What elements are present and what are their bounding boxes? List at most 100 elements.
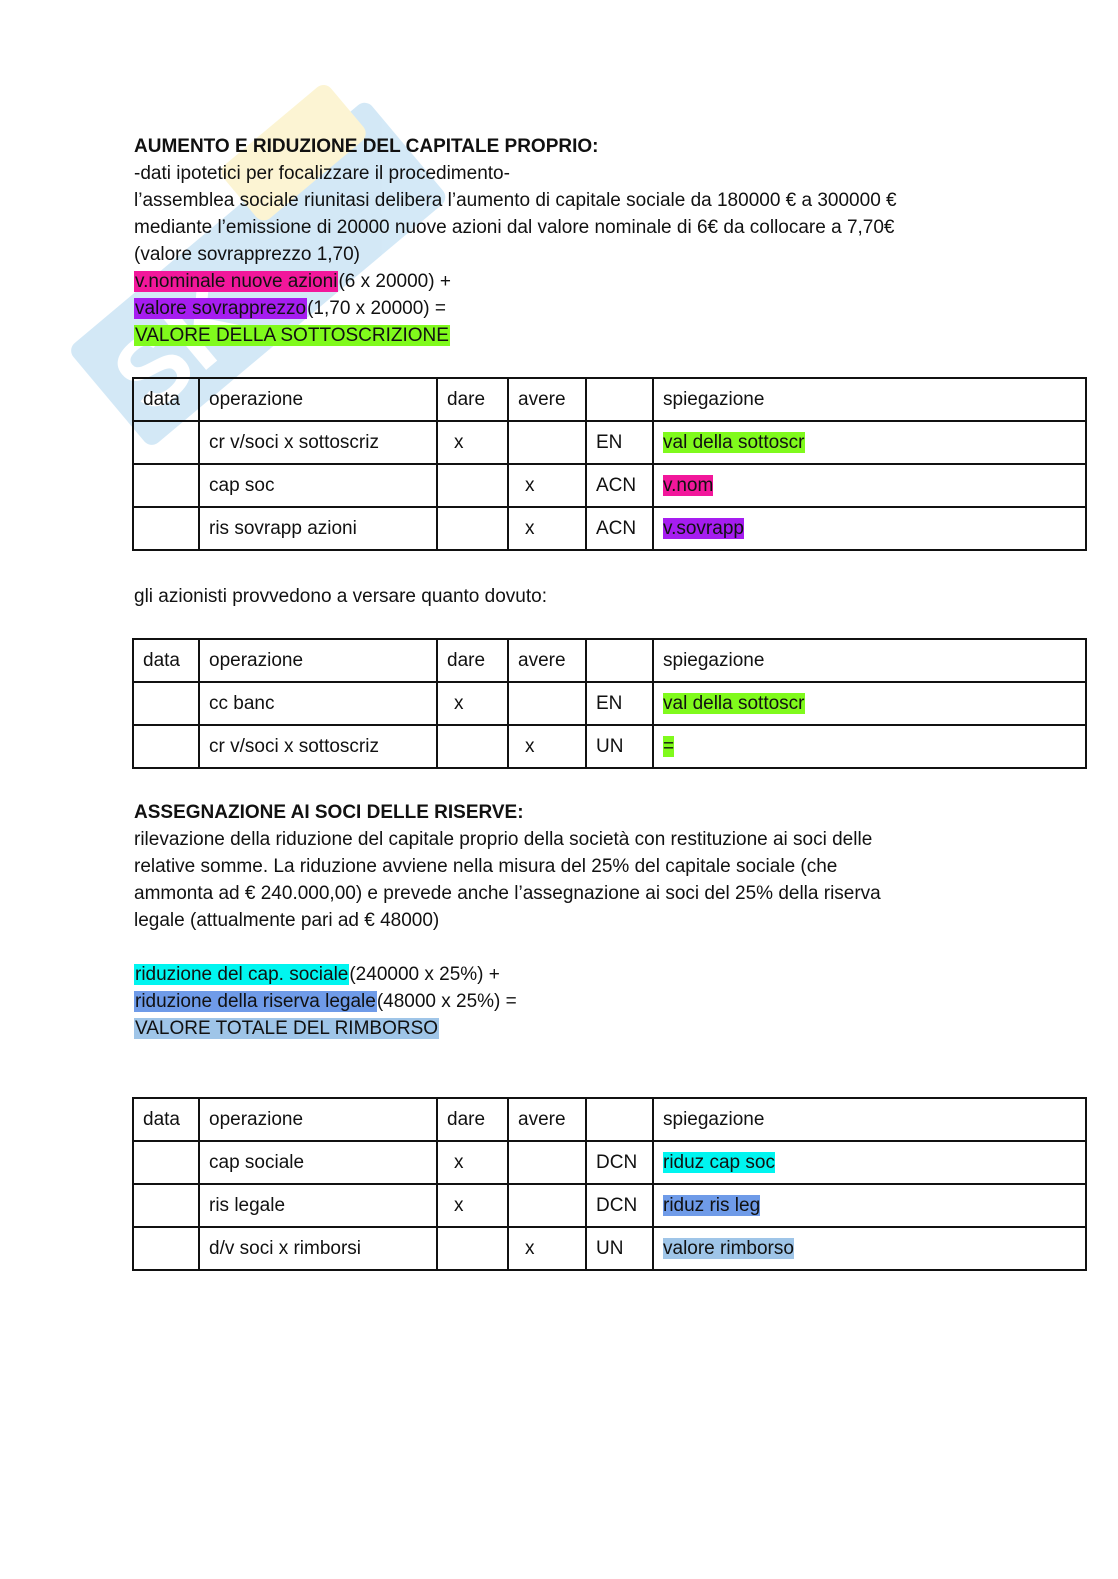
table-cell — [132, 506, 200, 551]
highlight-reserve: riduzione della riserva legale — [134, 991, 377, 1012]
highlight-refund: VALORE TOTALE DEL RIMBORSO — [134, 1018, 440, 1039]
table-cell — [132, 420, 200, 465]
explanation-highlight: val della sottoscr — [663, 692, 805, 714]
formula-text: (1,70 x 20000) = — [307, 298, 446, 319]
table-cell — [436, 506, 509, 551]
column-header: dare — [436, 377, 509, 422]
explanation-highlight: riduz ris leg — [663, 1194, 761, 1216]
formula-line: v.nominale nuove azioni(6 x 20000) + — [134, 268, 451, 295]
table-cell: x — [507, 724, 587, 769]
table-cell: DCN — [585, 1140, 654, 1185]
column-header: avere — [507, 638, 587, 683]
table-row: cc banc x EN val della sottoscr — [132, 681, 1087, 726]
table-cell — [507, 1183, 587, 1228]
formula-line: riduzione della riserva legale(48000 x 2… — [134, 988, 517, 1015]
table-cell — [507, 1140, 587, 1185]
table-cell: v.sovrapp — [652, 506, 1087, 551]
table-row: cr v/soci x sottoscriz x EN val della sotto… — [132, 420, 1087, 465]
paragraph-line: relative somme. La riduzione avviene nel… — [134, 856, 838, 877]
table-cell — [132, 1183, 200, 1228]
column-header: operazione — [198, 377, 438, 422]
explanation-highlight: val della sottoscr — [663, 431, 805, 453]
formula-text: (6 x 20000) + — [338, 271, 451, 292]
table-cell: ris legale — [198, 1183, 438, 1228]
table-cell: cap sociale — [198, 1140, 438, 1185]
formula-line: riduzione del cap. sociale(240000 x 25%)… — [134, 961, 500, 988]
paragraph-line: (valore sovrapprezzo 1,70) — [134, 244, 360, 265]
table-cell: ACN — [585, 506, 654, 551]
formula-text: (48000 x 25%) = — [376, 991, 517, 1012]
table-cell: v.nom — [652, 463, 1087, 508]
table-cell: x — [436, 1183, 509, 1228]
explanation-highlight: riduz cap soc — [663, 1151, 775, 1173]
table-cell — [507, 681, 587, 726]
table-cell: cr v/soci x sottoscriz — [198, 724, 438, 769]
paragraph-line: gli azionisti provvedono a versare quant… — [134, 586, 547, 607]
header-row: data operazione dare avere spiegazione — [132, 638, 1087, 683]
table-row: d/v soci x rimborsi x UN valore rimborso — [132, 1226, 1087, 1271]
table-cell: DCN — [585, 1183, 654, 1228]
table-cell — [132, 724, 200, 769]
column-header: spiegazione — [652, 1097, 1087, 1142]
column-header: data — [132, 377, 200, 422]
table-cell — [436, 1226, 509, 1271]
explanation-highlight: v.nom — [663, 474, 714, 496]
table-cell: cap soc — [198, 463, 438, 508]
table-cell: EN — [585, 681, 654, 726]
table-cell — [132, 1226, 200, 1271]
table-cell: EN — [585, 420, 654, 465]
column-header — [585, 377, 654, 422]
explanation-highlight: v.sovrapp — [663, 517, 744, 539]
column-header: data — [132, 1097, 200, 1142]
column-header — [585, 1097, 654, 1142]
table-cell — [436, 463, 509, 508]
column-header: data — [132, 638, 200, 683]
column-header: avere — [507, 377, 587, 422]
column-header: operazione — [198, 638, 438, 683]
table-cell: valore rimborso — [652, 1226, 1087, 1271]
table-row: cr v/soci x sottoscriz x UN = — [132, 724, 1087, 769]
table-cell: = — [652, 724, 1087, 769]
table-row: ris sovrapp azioni x ACN v.sovrapp — [132, 506, 1087, 551]
explanation-highlight: valore rimborso — [663, 1237, 794, 1259]
column-header: dare — [436, 1097, 509, 1142]
table-cell — [132, 681, 200, 726]
table-cell: x — [507, 1226, 587, 1271]
highlight-premium: valore sovrapprezzo — [134, 298, 308, 319]
table-cell: UN — [585, 1226, 654, 1271]
highlight-nominal: v.nominale nuove azioni — [134, 271, 339, 292]
table-cell: cr v/soci x sottoscriz — [198, 420, 438, 465]
table-cell: riduz cap soc — [652, 1140, 1087, 1185]
column-header: operazione — [198, 1097, 438, 1142]
section2-title: ASSEGNAZIONE AI SOCI DELLE RISERVE: — [134, 802, 524, 823]
highlight-subscription: VALORE DELLA SOTTOSCRIZIONE — [134, 325, 450, 346]
table-row: cap sociale x DCN riduz cap soc — [132, 1140, 1087, 1185]
column-header: spiegazione — [652, 377, 1087, 422]
table-cell: ACN — [585, 463, 654, 508]
paragraph-line: mediante l’emissione di 20000 nuove azio… — [134, 217, 895, 238]
table-cell: val della sottoscr — [652, 681, 1087, 726]
journal-table-3: data operazione dare avere spiegazione cap so… — [132, 1097, 1087, 1271]
formula-text: (240000 x 25%) + — [349, 964, 500, 985]
column-header: avere — [507, 1097, 587, 1142]
column-header — [585, 638, 654, 683]
table-cell — [507, 420, 587, 465]
table-cell: val della sottoscr — [652, 420, 1087, 465]
journal-table-1: data operazione dare avere spiegazione cr v/s… — [132, 377, 1087, 551]
table-row: cap soc x ACN v.nom — [132, 463, 1087, 508]
header-row: data operazione dare avere spiegazione — [132, 377, 1087, 422]
formula-line: VALORE TOTALE DEL RIMBORSO — [134, 1015, 440, 1042]
table-cell: riduz ris leg — [652, 1183, 1087, 1228]
table-cell: UN — [585, 724, 654, 769]
paragraph-line: rilevazione della riduzione del capitale… — [134, 829, 873, 850]
formula-line: valore sovrapprezzo(1,70 x 20000) = — [134, 295, 446, 322]
table-cell: x — [436, 1140, 509, 1185]
paragraph-line: ammonta ad € 240.000,00) e prevede anche… — [134, 883, 881, 904]
column-header: spiegazione — [652, 638, 1087, 683]
formula-line: VALORE DELLA SOTTOSCRIZIONE — [134, 322, 450, 349]
paragraph-line: legale (attualmente pari ad € 48000) — [134, 910, 440, 931]
table-cell: d/v soci x rimborsi — [198, 1226, 438, 1271]
section1-title: AUMENTO E RIDUZIONE DEL CAPITALE PROPRIO… — [134, 136, 599, 157]
table-cell: x — [507, 463, 587, 508]
table-cell: cc banc — [198, 681, 438, 726]
